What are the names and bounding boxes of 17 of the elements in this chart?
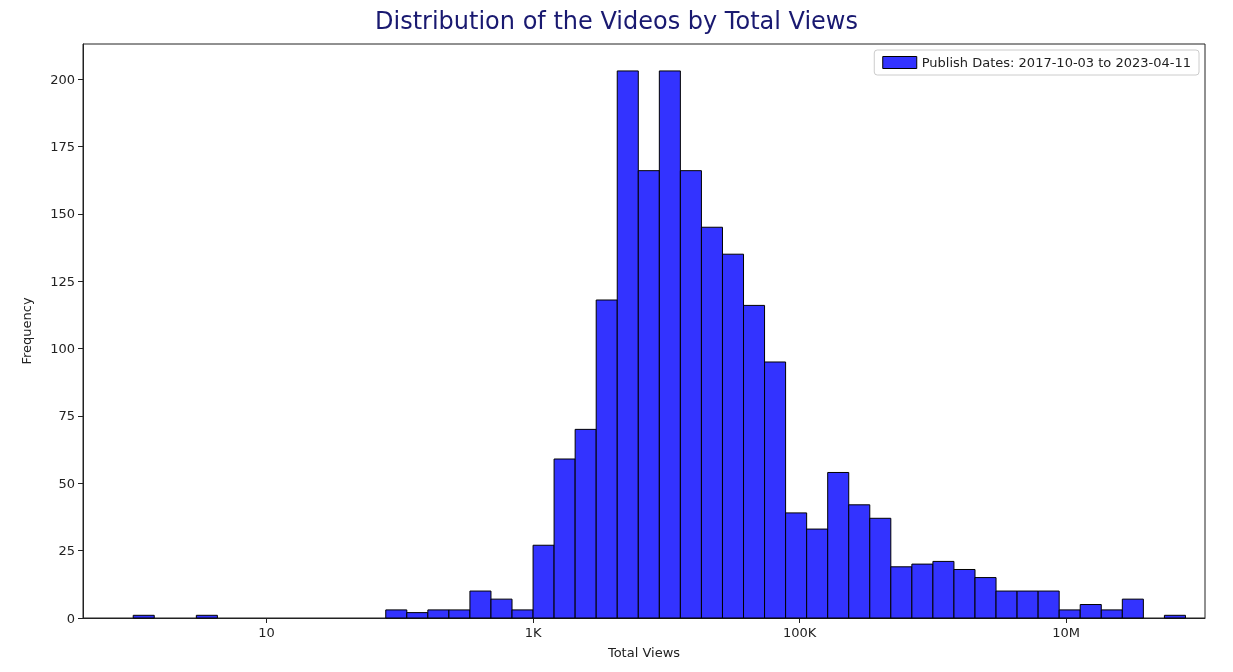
y-tick-label: 50 [58,475,75,491]
chart-title: Distribution of the Videos by Total Views [375,7,858,35]
y-tick-label: 0 [66,610,75,626]
y-tick-label: 150 [50,206,75,222]
x-tick-label: 100K [782,625,817,640]
y-tick-label: 75 [58,408,75,424]
x-tick-label: 1K [524,625,542,640]
legend-label: Publish Dates: 2017-10-03 to 2023-04-11 [921,55,1192,70]
y-tick-label: 125 [50,273,75,289]
y-tick-label: 25 [58,543,75,559]
y-axis-title: Frequency [19,297,34,365]
x-tick-label: 10M [1052,625,1081,640]
x-tick-label: 10 [258,625,275,640]
y-tick-label: 100 [50,341,75,357]
y-tick-label: 175 [50,138,75,154]
y-tick-label: 200 [50,71,75,87]
x-axis-title: Total Views [606,645,681,660]
